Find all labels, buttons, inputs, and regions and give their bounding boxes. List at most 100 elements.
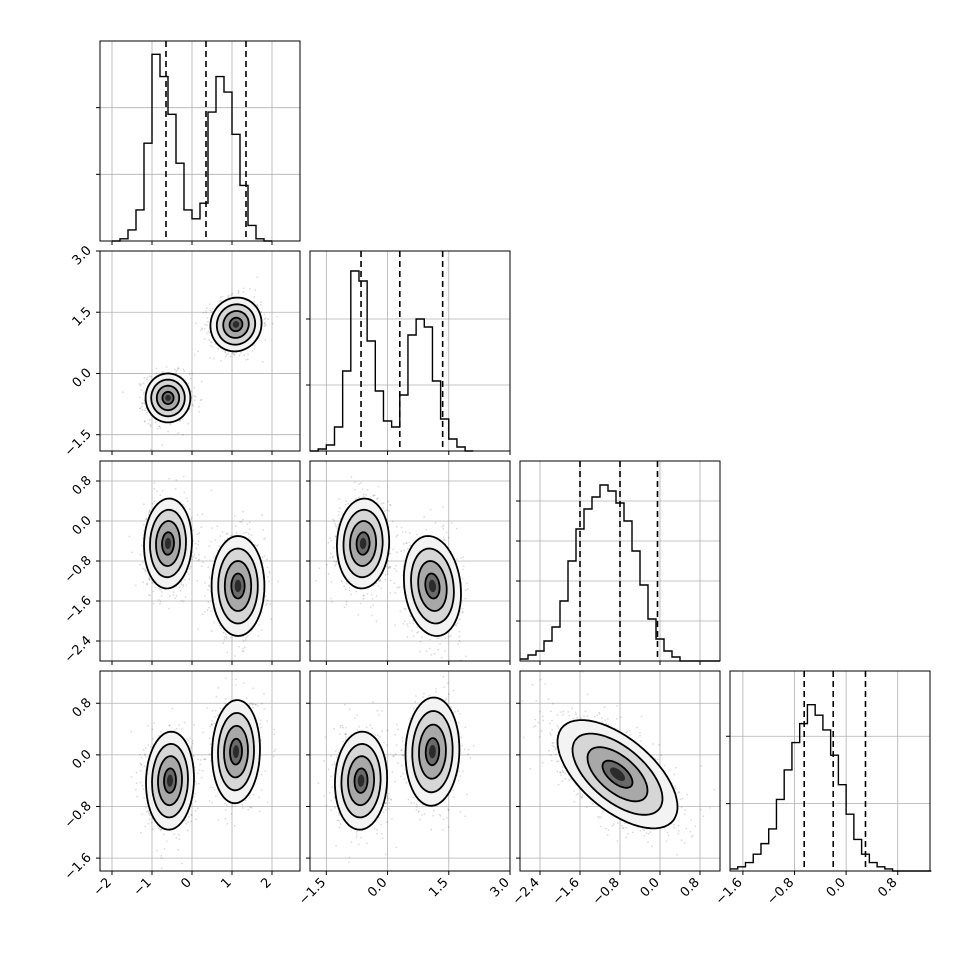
- sample-point: [242, 647, 244, 650]
- sample-point: [263, 538, 265, 541]
- sample-point: [192, 405, 195, 407]
- sample-point: [458, 630, 461, 633]
- contour-line-0-0: [145, 730, 195, 831]
- sample-point: [159, 589, 162, 591]
- sample-point: [193, 395, 195, 397]
- sample-point: [206, 609, 209, 612]
- sample-point: [358, 496, 360, 499]
- sample-point: [273, 728, 275, 731]
- sample-point: [455, 624, 458, 627]
- sample-point: [326, 563, 328, 566]
- sample-point: [258, 624, 260, 626]
- sample-point: [130, 776, 133, 778]
- sample-point: [234, 525, 237, 527]
- sample-point: [257, 705, 259, 707]
- sample-point: [442, 527, 445, 530]
- sample-point: [183, 721, 186, 724]
- sample-point: [192, 796, 195, 798]
- sample-point: [373, 827, 376, 830]
- sample-point: [247, 533, 250, 535]
- sample-point: [261, 514, 263, 517]
- sample-point: [423, 692, 425, 695]
- contour-line-0-3: [161, 531, 175, 556]
- density-core-1: [428, 579, 436, 593]
- sample-point: [387, 792, 390, 795]
- sample-point: [207, 320, 209, 323]
- sample-point: [139, 762, 142, 764]
- sample-point: [354, 481, 356, 484]
- sample-point: [158, 735, 161, 737]
- hist-panel-0: [96, 40, 301, 245]
- sample-point: [369, 606, 372, 608]
- sample-point: [188, 578, 191, 581]
- sample-point: [459, 713, 461, 715]
- sample-point: [428, 647, 431, 650]
- sample-point: [406, 636, 409, 639]
- sample-point: [194, 809, 197, 812]
- sample-point: [366, 593, 369, 595]
- sample-point: [460, 736, 463, 739]
- sample-point: [207, 330, 210, 333]
- sample-point: [148, 818, 151, 821]
- sample-point: [195, 800, 197, 803]
- sample-point: [178, 586, 181, 589]
- sample-point: [180, 599, 183, 602]
- sample-point: [336, 819, 339, 822]
- sample-point: [238, 354, 241, 357]
- sample-point: [376, 709, 378, 712]
- sample-point: [194, 818, 197, 821]
- sample-point: [173, 368, 176, 371]
- hist-3-frame: [729, 670, 931, 872]
- sample-point: [223, 638, 226, 641]
- sample-point: [341, 580, 343, 583]
- sample-point: [335, 756, 338, 759]
- sample-point: [370, 593, 373, 596]
- sample-point: [385, 509, 388, 511]
- sample-point: [365, 726, 368, 729]
- sample-point: [206, 316, 209, 319]
- sample-point: [186, 829, 189, 832]
- sample-point: [175, 372, 177, 374]
- sample-point: [159, 494, 162, 496]
- sample-point: [148, 576, 151, 579]
- sample-point: [244, 799, 247, 802]
- contour-line-0-0: [335, 497, 391, 590]
- contour-line-0-2: [349, 520, 377, 567]
- sample-point: [347, 503, 350, 505]
- sample-point: [343, 606, 346, 609]
- sample-point: [146, 411, 148, 414]
- sample-point: [415, 806, 418, 808]
- sample-point: [384, 578, 387, 581]
- sample-point: [386, 795, 389, 798]
- density-core-1: [232, 321, 240, 328]
- sample-point: [256, 545, 258, 548]
- sample-point: [389, 504, 392, 507]
- sample-point: [362, 597, 365, 600]
- sample-point: [382, 811, 385, 814]
- sample-point: [223, 636, 226, 639]
- sample-point: [179, 420, 182, 423]
- sample-point: [419, 818, 421, 821]
- sample-point: [242, 287, 245, 290]
- sample-point: [193, 553, 196, 556]
- sample-point: [254, 344, 256, 347]
- sample-point: [121, 391, 124, 394]
- sample-point: [200, 398, 203, 401]
- sample-point: [266, 599, 269, 602]
- sample-point: [464, 815, 467, 818]
- sample-point: [149, 594, 152, 597]
- sample-point: [401, 736, 404, 739]
- sample-point: [330, 799, 333, 802]
- scatter-3-1-content: [310, 671, 510, 871]
- sample-point: [173, 833, 176, 835]
- sample-point: [372, 494, 375, 497]
- sample-point: [371, 727, 373, 730]
- sample-point: [402, 542, 405, 545]
- sample-point: [211, 345, 214, 348]
- sample-point: [360, 482, 362, 484]
- sample-point: [251, 350, 254, 352]
- contour-line-1-2: [222, 310, 250, 339]
- sample-point: [213, 789, 216, 791]
- sample-point: [235, 678, 238, 681]
- hist-0-frame: [99, 40, 301, 242]
